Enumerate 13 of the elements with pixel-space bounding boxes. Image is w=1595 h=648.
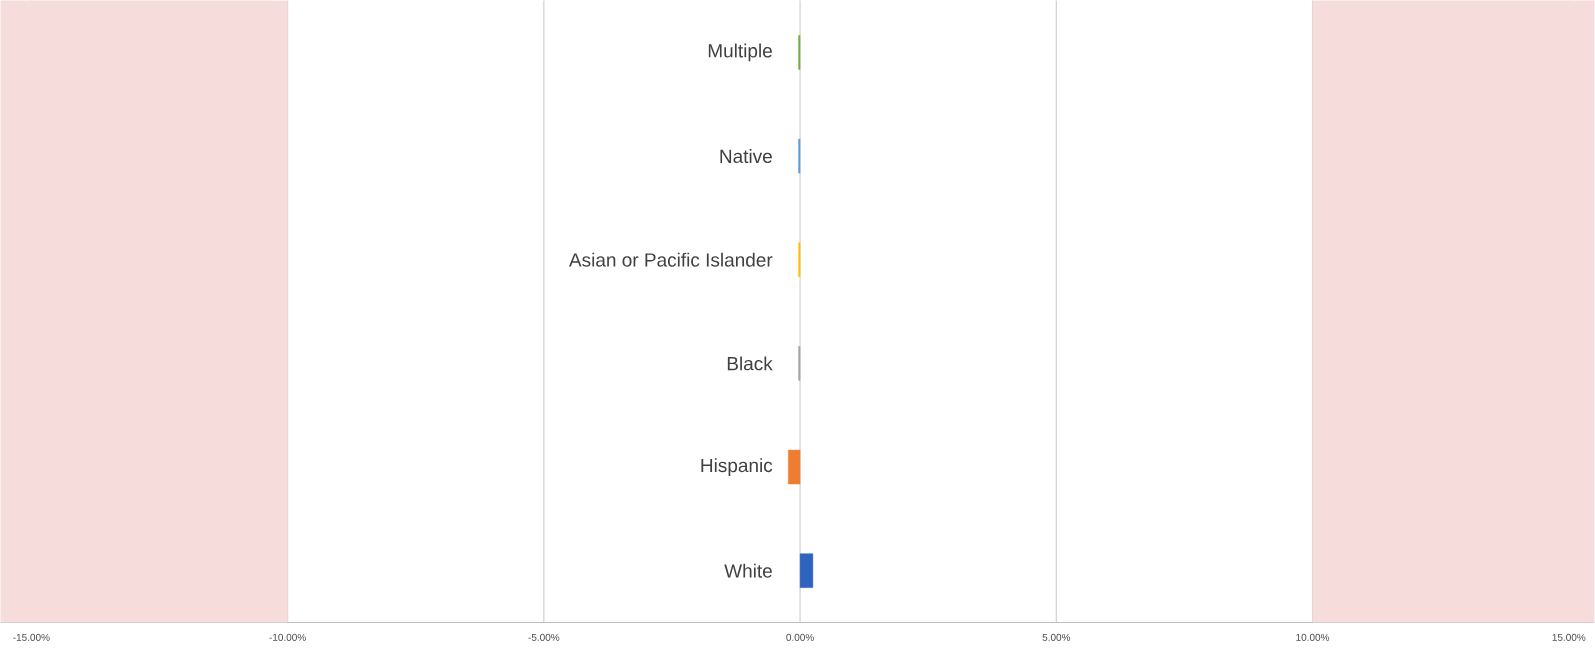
y-tick-label: Hispanic bbox=[701, 458, 773, 477]
x-tick-label: -10.00% bbox=[269, 634, 306, 642]
x-tick-label: 5.00% bbox=[1042, 634, 1071, 642]
y-tick-label: Black bbox=[727, 356, 773, 371]
x-tick-label: 10.00% bbox=[1296, 634, 1330, 642]
x-tick-label: 0.00% bbox=[786, 634, 814, 642]
y-tick-label: Asian or Pacific Islander bbox=[568, 252, 773, 267]
y-tick-label: Multiple bbox=[708, 43, 772, 62]
x-tick-label: -5.00% bbox=[528, 634, 560, 642]
y-tick-label: Native bbox=[720, 149, 772, 164]
x-tick-label: 15.00% bbox=[1552, 634, 1586, 642]
y-tick-label: White bbox=[724, 563, 772, 578]
x-tick-label: -15.00% bbox=[13, 634, 50, 642]
